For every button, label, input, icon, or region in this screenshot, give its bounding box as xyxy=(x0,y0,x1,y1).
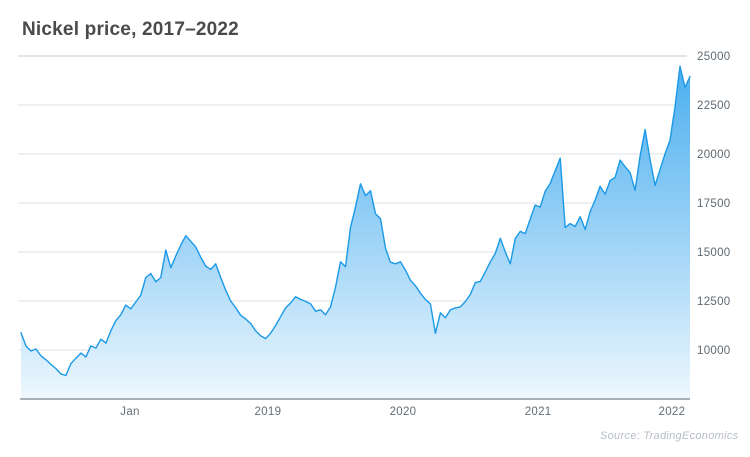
x-tick-label: 2022 xyxy=(659,406,686,418)
price-line xyxy=(20,65,691,377)
x-tick-label: 2019 xyxy=(255,406,282,418)
y-tick-label: 22500 xyxy=(697,100,730,112)
x-tick-label: 2020 xyxy=(390,406,417,418)
y-tick-label: 10000 xyxy=(697,345,730,357)
y-tick-label: 15000 xyxy=(697,247,730,259)
x-tick-label: 2021 xyxy=(525,406,552,418)
source-credit: Source: TradingEconomics xyxy=(600,430,739,442)
x-tick-label: Jan xyxy=(120,406,139,418)
price-area xyxy=(21,66,690,398)
y-tick-label: 20000 xyxy=(697,149,730,161)
y-tick-label: 17500 xyxy=(697,198,730,210)
x-axis-labels: Jan 2019 2020 2021 2022 xyxy=(120,406,685,418)
y-tick-label: 25000 xyxy=(697,51,730,63)
y-tick-label: 12500 xyxy=(697,296,730,308)
y-axis-labels: 25000 22500 20000 17500 15000 12500 10000 xyxy=(697,51,730,357)
chart-title: Nickel price, 2017–2022 xyxy=(22,19,239,40)
